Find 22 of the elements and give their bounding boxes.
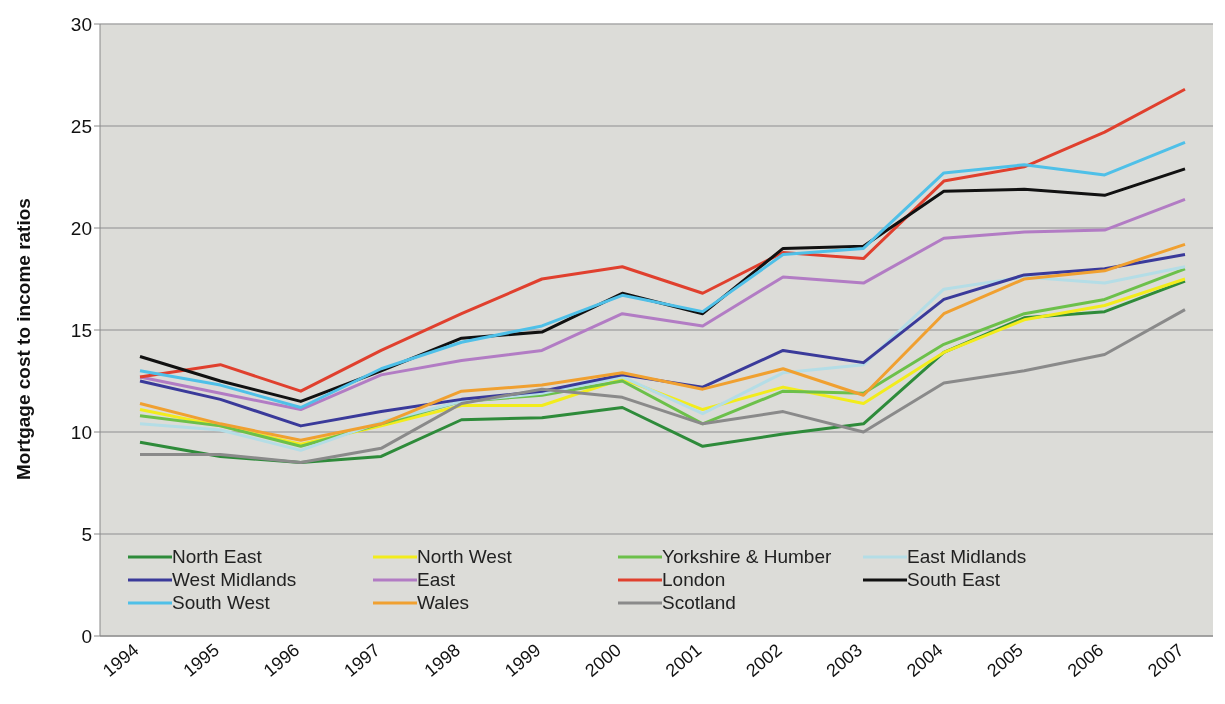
legend-label: Scotland (662, 592, 736, 614)
legend-label: Wales (417, 592, 470, 614)
y-tick-label: 10 (70, 421, 92, 443)
legend-label: North East (172, 546, 262, 568)
legend-label: London (662, 569, 726, 591)
line-series (138, 308, 1187, 465)
y-tick-label: 15 (70, 319, 92, 341)
y-tick-label: 5 (81, 523, 92, 545)
y-tick-label: 25 (70, 115, 92, 137)
y-tick-label: 0 (81, 625, 92, 647)
legend-label: West Midlands (172, 569, 297, 591)
legend-label: North West (417, 546, 512, 568)
legend-label: East (417, 569, 456, 591)
y-tick-label: 30 (70, 13, 92, 35)
legend-label: South West (172, 592, 270, 614)
legend-label: East Midlands (907, 546, 1027, 568)
legend-label: South East (907, 569, 1000, 591)
y-axis-title: Mortgage cost to income ratios (12, 198, 34, 480)
line-series (138, 197, 1187, 412)
legend-label: Yorkshire & Humber (662, 546, 832, 568)
line-series (138, 87, 1187, 393)
y-tick-label: 20 (70, 217, 92, 239)
